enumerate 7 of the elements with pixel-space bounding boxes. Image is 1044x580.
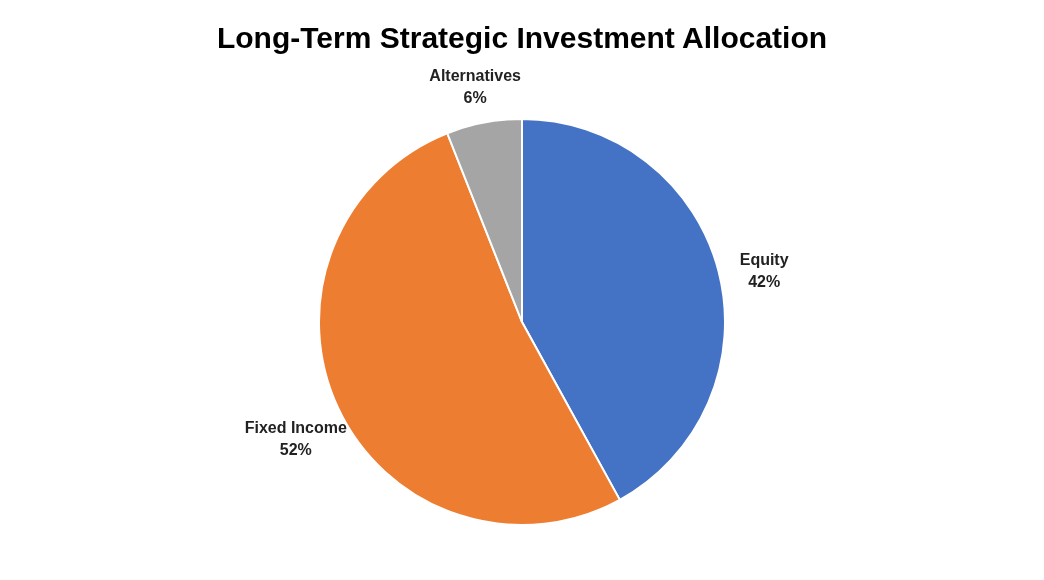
- data-label: 6%: [463, 89, 487, 107]
- slice-label: Equity: [739, 250, 789, 268]
- data-label: 52%: [279, 441, 312, 459]
- slice-label: Fixed Income: [244, 419, 348, 437]
- data-label: 42%: [748, 272, 781, 290]
- chart-title: Long-Term Strategic Investment Allocation: [216, 21, 828, 55]
- slice-label: Alternatives: [429, 67, 522, 85]
